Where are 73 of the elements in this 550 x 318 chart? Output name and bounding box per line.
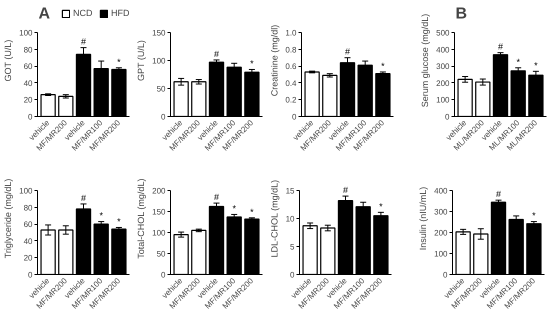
- y-tick-label: 0: [161, 270, 166, 280]
- y-tick-label: 80: [24, 203, 34, 212]
- data-label: #: [80, 192, 86, 203]
- y-axis-title: Total-CHOL (mg/dL): [136, 178, 146, 259]
- data-label: *: [117, 216, 122, 226]
- y-tick-label: 150: [152, 208, 166, 216]
- y-tick-label: 100: [152, 56, 166, 66]
- legend-label: NCD: [73, 8, 93, 18]
- data-label: *: [117, 56, 122, 67]
- y-tick-label: 300: [436, 62, 450, 72]
- y-axis-title: Creatinine (mg/dl): [269, 24, 280, 96]
- y-tick-label: 100: [152, 228, 166, 238]
- y-tick-label: 0: [28, 112, 34, 122]
- y-tick-label: 100: [19, 186, 34, 196]
- y-tick-label: 20: [24, 96, 34, 105]
- data-label: *: [250, 58, 254, 68]
- data-label: #: [342, 185, 348, 196]
- y-tick-label: 50: [156, 84, 166, 94]
- y-tick-label: 0.2: [285, 96, 298, 105]
- data-label: *: [250, 206, 254, 217]
- data-label: *: [99, 210, 104, 221]
- data-label: #: [214, 48, 220, 59]
- y-tick-label: 60: [24, 220, 34, 230]
- y-tick-label: 100: [19, 28, 34, 38]
- y-tick-label: 0.4: [285, 78, 298, 88]
- data-label: *: [232, 203, 236, 214]
- data-label: #: [80, 36, 86, 47]
- y-axis-title: Insulin (nIU/mL): [418, 186, 428, 250]
- y-axis-title: Serum glucose (mg/dL): [420, 14, 430, 108]
- y-axis-title: GOT (U/L): [3, 40, 14, 82]
- y-tick-label: 40: [24, 78, 34, 88]
- y-tick-label: 300: [434, 208, 448, 216]
- y-axis-title: Triglyceride (mg/dL): [3, 178, 14, 258]
- y-tick-label: 400: [436, 45, 450, 54]
- text: B: [456, 6, 468, 22]
- y-tick-label: 0: [292, 112, 298, 122]
- y-tick-label: 0.8: [285, 45, 298, 54]
- y-tick-label: 0: [443, 270, 448, 280]
- y-axis-title: LDL-CHOL (mg/dL): [270, 180, 280, 258]
- y-tick-label: 0: [445, 112, 450, 122]
- data-label: #: [344, 46, 350, 57]
- y-tick-label: 15: [286, 186, 296, 196]
- y-axis-title: GPT (U/L): [136, 40, 146, 81]
- y-tick-label: 100: [436, 96, 450, 105]
- y-tick-label: 200: [434, 228, 448, 238]
- data-label: #: [496, 189, 502, 200]
- y-tick-label: 150: [152, 28, 166, 38]
- y-tick-label: 200: [152, 186, 166, 196]
- y-tick-label: 10: [286, 214, 296, 224]
- text: A: [38, 6, 50, 22]
- y-tick-label: 400: [434, 186, 448, 196]
- data-label: *: [532, 210, 536, 221]
- y-tick-label: 0: [290, 270, 296, 280]
- y-tick-label: 1.0: [285, 28, 298, 38]
- y-tick-label: 60: [24, 62, 34, 72]
- data-label: *: [379, 201, 384, 212]
- y-tick-label: 0: [28, 270, 34, 280]
- data-label: *: [381, 60, 386, 71]
- y-tick-label: 80: [24, 45, 34, 54]
- y-tick-label: 20: [24, 254, 34, 263]
- legend-label: HFD: [111, 8, 130, 18]
- data-label: #: [214, 192, 220, 202]
- y-tick-label: 40: [24, 236, 34, 246]
- data-label: *: [516, 56, 520, 67]
- y-tick-label: 100: [434, 250, 448, 258]
- y-tick-label: 5: [290, 242, 296, 252]
- y-tick-label: 500: [436, 28, 450, 38]
- data-label: #: [498, 42, 504, 52]
- y-tick-label: 50: [156, 250, 166, 258]
- data-label: *: [534, 60, 538, 70]
- y-tick-label: 0: [161, 112, 166, 122]
- y-tick-label: 200: [436, 78, 450, 88]
- y-tick-label: 0.6: [285, 62, 298, 72]
